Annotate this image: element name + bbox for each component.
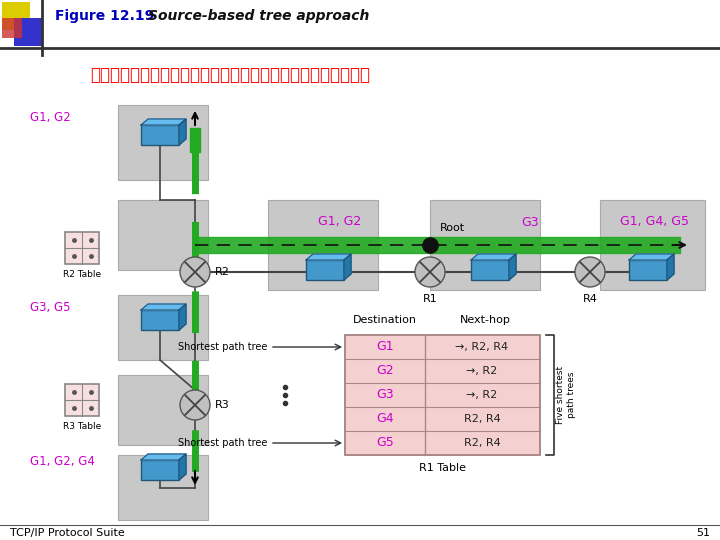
Polygon shape xyxy=(629,254,674,260)
FancyBboxPatch shape xyxy=(65,384,99,416)
FancyBboxPatch shape xyxy=(14,18,42,46)
Polygon shape xyxy=(141,119,186,125)
FancyBboxPatch shape xyxy=(141,310,179,330)
Polygon shape xyxy=(141,304,186,310)
Circle shape xyxy=(415,257,445,287)
Text: Figure 12.19: Figure 12.19 xyxy=(55,9,154,23)
Polygon shape xyxy=(141,454,186,460)
FancyBboxPatch shape xyxy=(306,260,344,280)
Polygon shape xyxy=(344,254,351,280)
FancyBboxPatch shape xyxy=(118,375,208,445)
Text: G1, G2, G4: G1, G2, G4 xyxy=(30,456,95,469)
FancyBboxPatch shape xyxy=(118,295,208,360)
FancyBboxPatch shape xyxy=(430,200,540,290)
FancyBboxPatch shape xyxy=(141,125,179,145)
Text: G1, G2: G1, G2 xyxy=(30,111,71,125)
FancyBboxPatch shape xyxy=(471,260,509,280)
Text: R3: R3 xyxy=(215,400,230,410)
Text: R2, R4: R2, R4 xyxy=(464,414,500,424)
Text: R1: R1 xyxy=(423,294,437,304)
Text: R2: R2 xyxy=(215,267,230,277)
Circle shape xyxy=(180,390,210,420)
Text: TCP/IP Protocol Suite: TCP/IP Protocol Suite xyxy=(10,528,125,538)
Text: G1: G1 xyxy=(376,341,394,354)
FancyBboxPatch shape xyxy=(118,200,208,270)
FancyBboxPatch shape xyxy=(345,335,540,455)
FancyBboxPatch shape xyxy=(65,232,99,264)
FancyBboxPatch shape xyxy=(141,460,179,480)
Text: Root: Root xyxy=(440,223,465,233)
Polygon shape xyxy=(471,254,516,260)
Circle shape xyxy=(575,257,605,287)
Circle shape xyxy=(180,257,210,287)
Text: G1, G2: G1, G2 xyxy=(318,215,361,228)
Text: →, R2: →, R2 xyxy=(467,366,498,376)
Text: R3 Table: R3 Table xyxy=(63,422,101,431)
FancyBboxPatch shape xyxy=(118,455,208,520)
Polygon shape xyxy=(306,254,351,260)
Text: R1 Table: R1 Table xyxy=(419,463,466,473)
Text: →, R2: →, R2 xyxy=(467,390,498,400)
Polygon shape xyxy=(179,119,186,145)
FancyBboxPatch shape xyxy=(600,200,705,290)
FancyBboxPatch shape xyxy=(2,2,30,30)
Text: G5: G5 xyxy=(376,436,394,449)
FancyBboxPatch shape xyxy=(118,105,208,180)
Text: Next-hop: Next-hop xyxy=(459,315,510,325)
Text: G2: G2 xyxy=(376,364,394,377)
Text: R4: R4 xyxy=(582,294,598,304)
Text: 注意：課本中此段的文字敍述有問題，請參考網頁的參考資料。: 注意：課本中此段的文字敍述有問題，請參考網頁的參考資料。 xyxy=(90,66,370,84)
Text: Source-based tree approach: Source-based tree approach xyxy=(148,9,369,23)
Polygon shape xyxy=(509,254,516,280)
Text: G1, G4, G5: G1, G4, G5 xyxy=(621,215,690,228)
Polygon shape xyxy=(179,304,186,330)
Text: Shortest path tree: Shortest path tree xyxy=(178,438,267,448)
Text: →, R2, R4: →, R2, R4 xyxy=(456,342,508,352)
Polygon shape xyxy=(667,254,674,280)
Text: R2, R4: R2, R4 xyxy=(464,438,500,448)
FancyBboxPatch shape xyxy=(629,260,667,280)
Text: G3: G3 xyxy=(376,388,394,402)
Text: G3, G5: G3, G5 xyxy=(30,301,71,314)
Text: Destination: Destination xyxy=(353,315,417,325)
Text: G3: G3 xyxy=(521,215,539,228)
Polygon shape xyxy=(179,454,186,480)
Text: Five shortest
path trees: Five shortest path trees xyxy=(557,366,576,424)
FancyBboxPatch shape xyxy=(268,200,378,290)
FancyBboxPatch shape xyxy=(2,18,22,38)
Text: 51: 51 xyxy=(696,528,710,538)
Text: G4: G4 xyxy=(376,413,394,426)
Text: R2 Table: R2 Table xyxy=(63,270,101,279)
Text: Shortest path tree: Shortest path tree xyxy=(178,342,267,352)
